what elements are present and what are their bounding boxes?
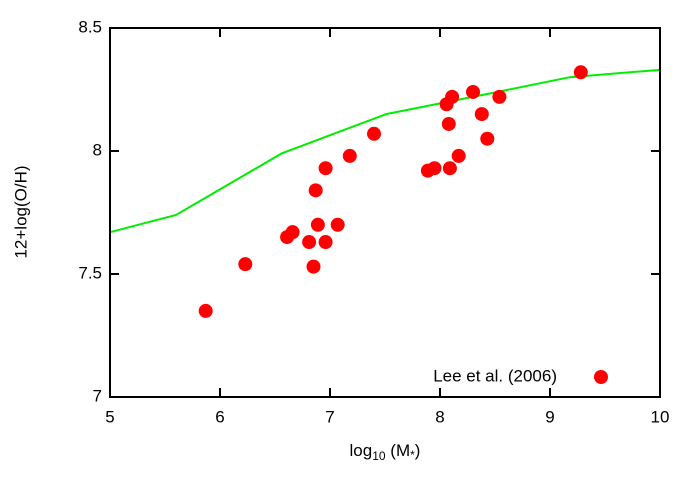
point	[441, 116, 456, 131]
point	[318, 161, 333, 176]
x-label-part: *	[410, 448, 415, 462]
legend-marker	[594, 370, 608, 384]
point	[306, 259, 321, 274]
point	[238, 257, 253, 272]
point	[302, 235, 317, 250]
point	[492, 89, 507, 104]
x-tick-label: 5	[105, 407, 114, 426]
point	[474, 107, 489, 122]
point	[285, 225, 300, 240]
point	[442, 161, 457, 176]
x-tick-label: 10	[651, 407, 670, 426]
y-axis-label: 12+log(O/H)	[11, 165, 30, 258]
y-tick-label: 8	[93, 140, 102, 159]
x-label-part: log	[350, 441, 373, 460]
x-tick-label: 6	[215, 407, 224, 426]
point	[445, 89, 460, 104]
line	[109, 68, 661, 234]
point	[480, 131, 495, 146]
point	[573, 65, 588, 80]
x-label-part: 10	[372, 449, 386, 463]
point	[367, 126, 381, 141]
x-axis-label: log10 (M*)	[350, 441, 421, 463]
y-tick-label: 7.5	[78, 263, 102, 282]
point	[451, 148, 466, 163]
point	[427, 161, 442, 176]
point	[342, 148, 357, 163]
x-label-part: )	[415, 441, 421, 460]
x-tick-label: 9	[545, 407, 554, 426]
x-label-part: (M	[386, 441, 411, 460]
x-tick-label: 8	[435, 407, 444, 426]
point	[318, 235, 333, 250]
y-tick-label: 7	[93, 386, 102, 405]
legend-label: Lee et al. (2006)	[433, 366, 557, 385]
y-tick-label: 8.5	[78, 17, 102, 36]
point	[330, 217, 345, 232]
x-tick-label: 7	[325, 407, 334, 426]
point	[308, 183, 323, 198]
plot-frame	[109, 27, 661, 398]
point	[310, 217, 325, 232]
point	[466, 84, 480, 99]
point	[198, 303, 213, 318]
